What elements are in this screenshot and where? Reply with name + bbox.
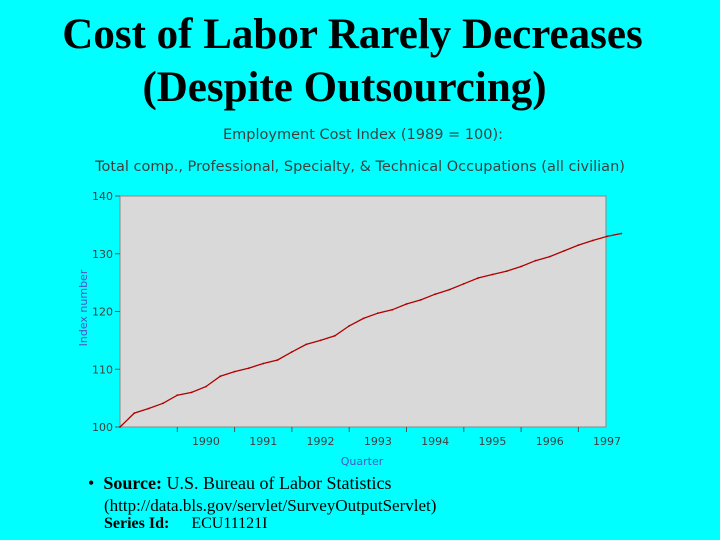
data-point xyxy=(334,334,336,337)
data-point xyxy=(119,426,121,428)
y-tick-label: 130 xyxy=(92,248,113,261)
x-tick-label: 1996 xyxy=(536,435,564,448)
data-point xyxy=(162,402,164,405)
y-axis: 100 110 120 130 140 xyxy=(92,190,120,434)
data-point xyxy=(248,367,250,369)
data-point xyxy=(319,339,322,342)
data-point xyxy=(505,270,508,272)
x-tick-label: 1994 xyxy=(421,435,449,448)
data-point xyxy=(620,232,623,235)
data-point xyxy=(376,312,379,315)
data-point xyxy=(262,362,265,365)
source-agency: U.S. Bureau of Labor Statistics xyxy=(166,473,392,493)
data-point xyxy=(190,391,193,394)
data-point xyxy=(434,293,436,296)
x-axis: 1990 1991 1992 1993 1994 1995 1996 1997 xyxy=(176,427,621,448)
data-point xyxy=(348,325,351,327)
data-point xyxy=(462,282,465,285)
y-tick-label: 140 xyxy=(92,190,113,203)
x-tick-label: 1992 xyxy=(307,435,335,448)
series-line xyxy=(119,232,622,428)
slide-title-line1: Cost of Labor Rarely Decreases xyxy=(62,11,643,58)
y-tick-label: 100 xyxy=(92,421,113,434)
y-tick-label: 110 xyxy=(92,363,113,376)
data-point xyxy=(577,244,580,247)
data-point xyxy=(233,370,236,373)
x-tick-label: 1995 xyxy=(478,435,506,448)
data-point xyxy=(276,359,279,361)
x-tick-label: 1993 xyxy=(364,435,392,448)
bullet: • xyxy=(88,473,95,493)
data-point xyxy=(563,250,565,252)
data-point xyxy=(591,239,594,242)
series-id-line: Series Id: ECU11121I xyxy=(104,515,267,533)
x-tick-label: 1997 xyxy=(593,435,621,448)
data-point xyxy=(419,299,422,301)
data-point xyxy=(448,288,451,291)
data-point xyxy=(477,277,479,279)
data-point xyxy=(405,303,408,305)
source-line: • Source: U.S. Bureau of Labor Statistics xyxy=(88,473,391,494)
data-points xyxy=(119,232,623,428)
series-id-label: Series Id: xyxy=(104,515,170,532)
data-point xyxy=(520,265,522,268)
data-point xyxy=(219,375,222,378)
x-tick-label: 1991 xyxy=(249,435,277,448)
x-tick-label: 1990 xyxy=(192,435,220,448)
slide-title-line2: (Despite Outsourcing) xyxy=(142,64,547,111)
y-axis-label: Index number xyxy=(77,269,90,346)
data-point xyxy=(391,308,394,311)
data-point xyxy=(491,273,494,276)
data-point xyxy=(205,385,207,388)
data-point xyxy=(548,255,551,258)
data-point xyxy=(305,343,308,346)
source-url: (http://data.bls.gov/servlet/SurveyOutpu… xyxy=(104,496,437,515)
data-point xyxy=(362,317,365,320)
chart-subtitle: Total comp., Professional, Specialty, & … xyxy=(95,159,625,175)
data-point xyxy=(606,235,608,238)
x-axis-label: Quarter xyxy=(341,455,384,468)
data-point xyxy=(133,412,136,414)
chart-title: Employment Cost Index (1989 = 100): xyxy=(222,127,504,143)
source-label: Source: xyxy=(103,473,162,493)
series-id-value: ECU11121I xyxy=(191,515,268,532)
data-point xyxy=(176,394,179,397)
data-point xyxy=(147,407,150,410)
data-point xyxy=(291,351,293,353)
data-point xyxy=(534,259,537,262)
y-tick-label: 120 xyxy=(92,306,113,319)
